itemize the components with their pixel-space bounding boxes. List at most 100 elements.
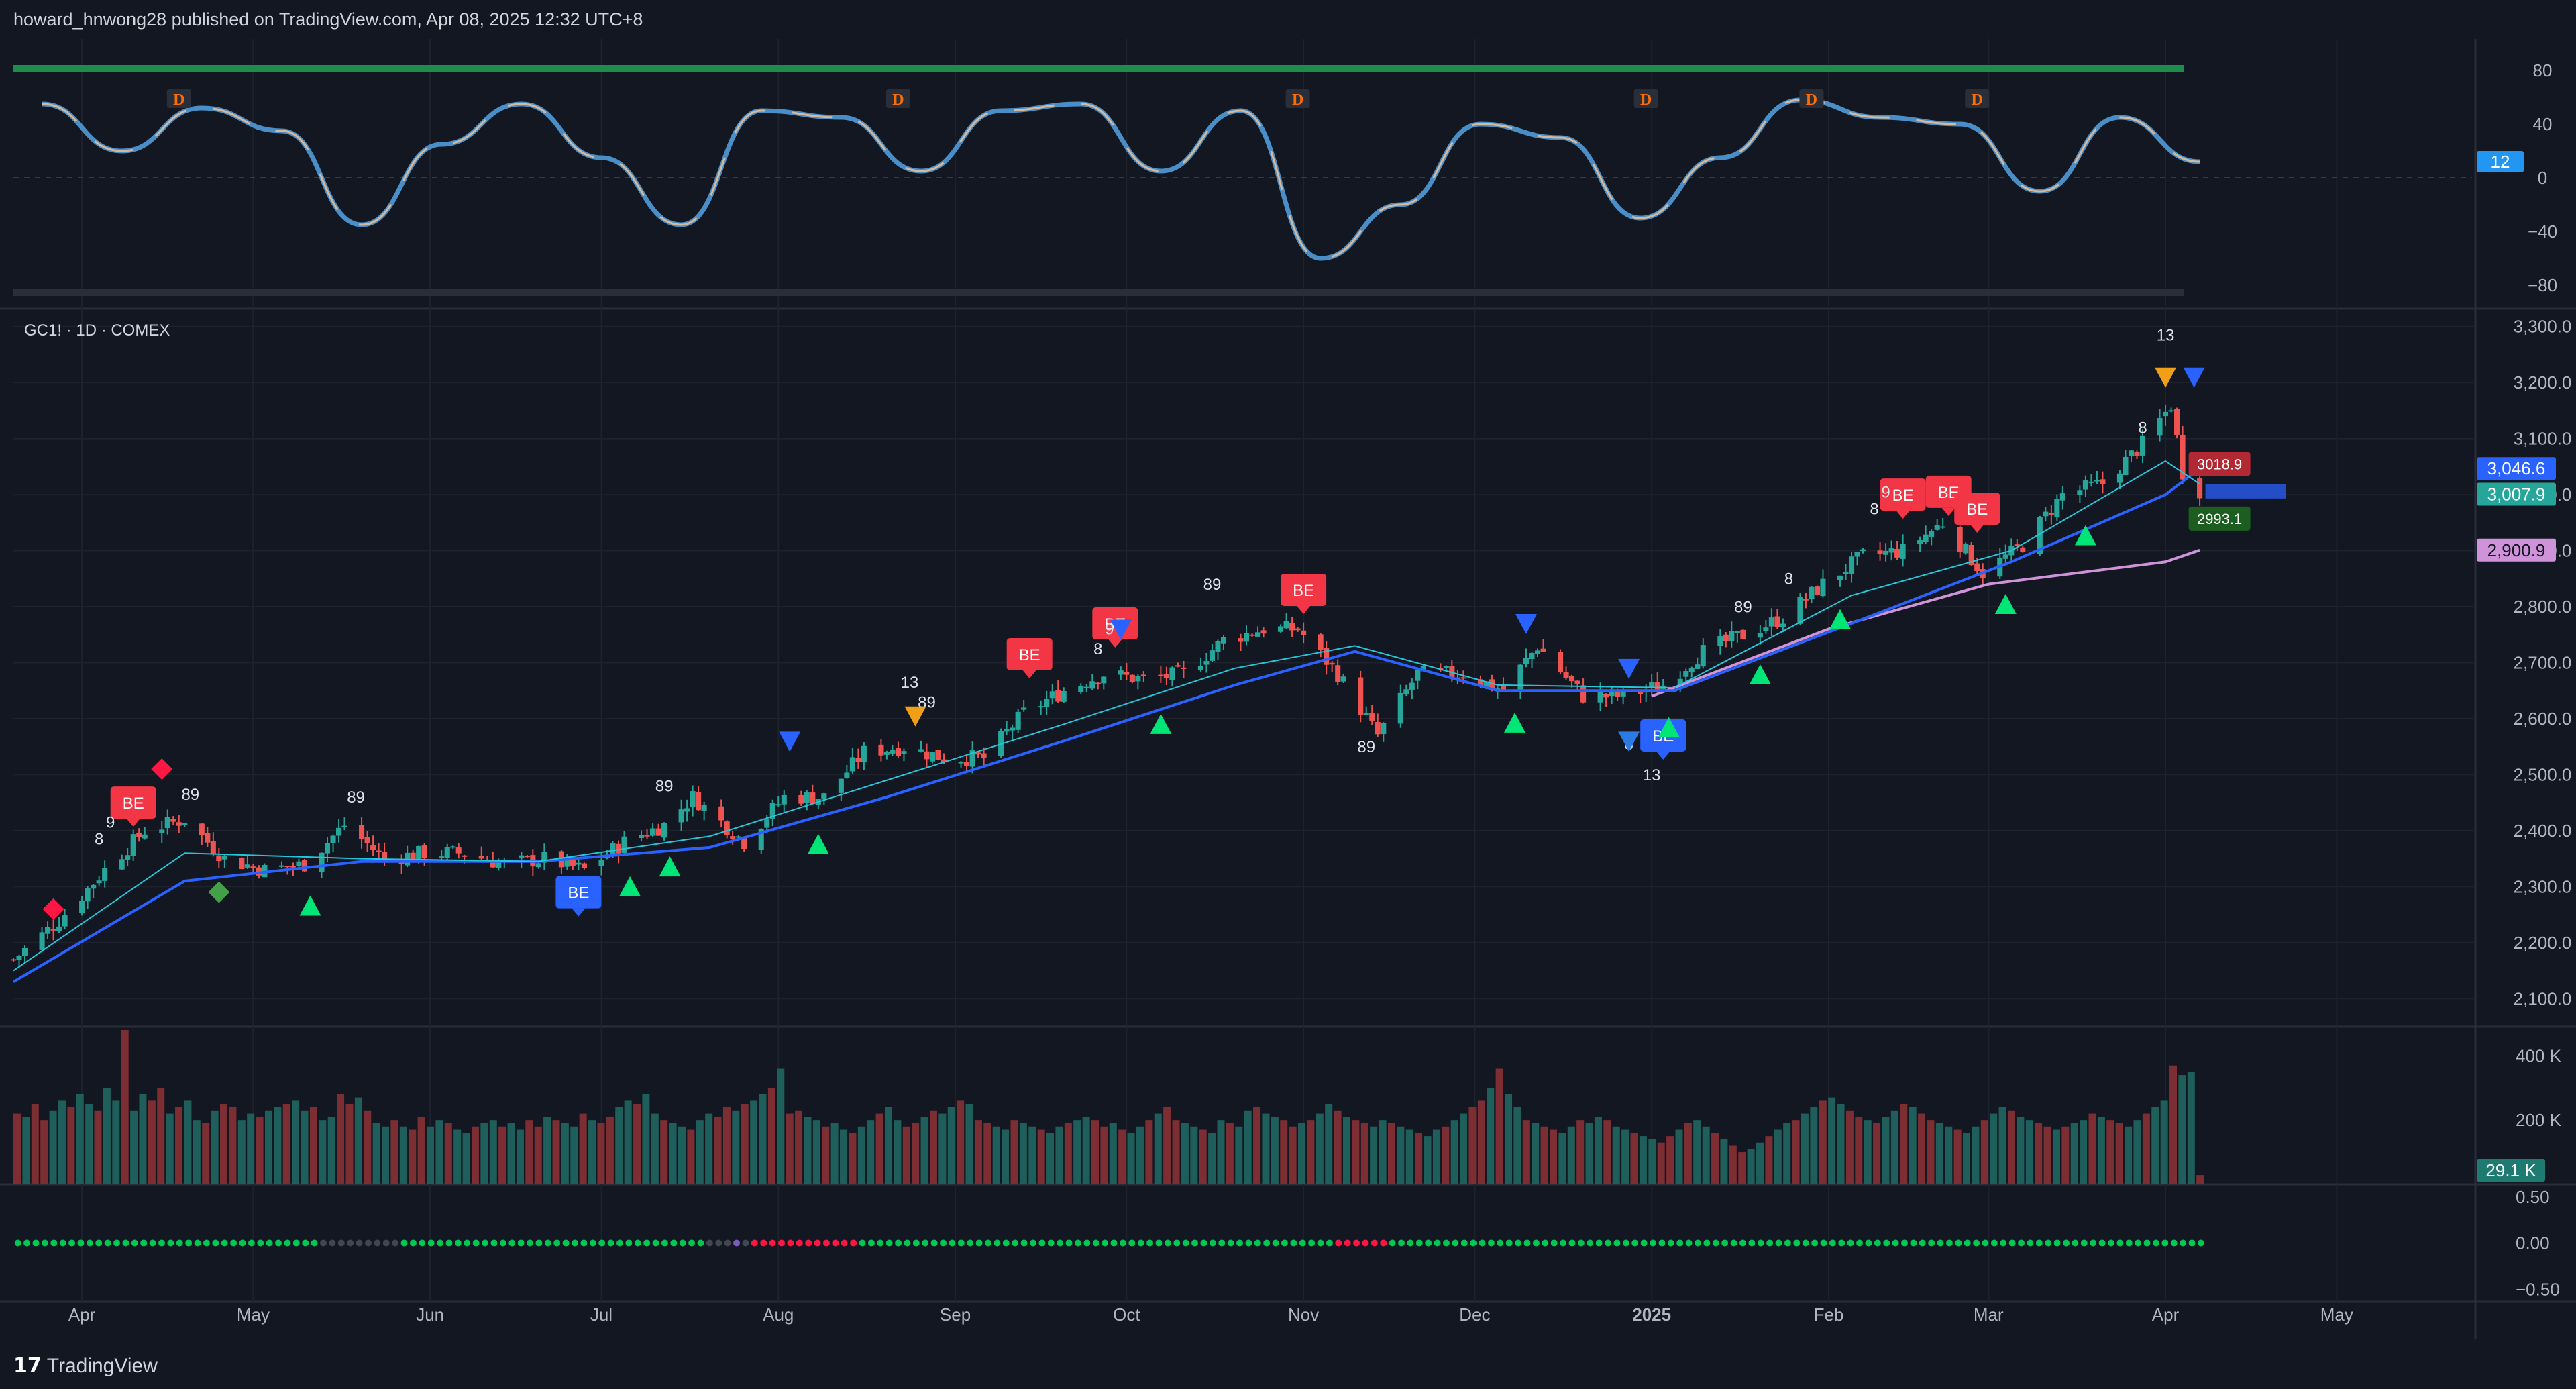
candle-body[interactable] xyxy=(1358,677,1364,715)
candle-body[interactable] xyxy=(301,860,308,872)
candle-body[interactable] xyxy=(929,752,936,762)
candle-body[interactable] xyxy=(1814,586,1821,595)
candle-body[interactable] xyxy=(1688,668,1695,672)
candle-body[interactable] xyxy=(581,863,587,868)
candle-body[interactable] xyxy=(924,751,930,760)
sma-fast-line[interactable] xyxy=(12,467,2201,983)
candle-body[interactable] xyxy=(610,843,616,856)
candle-body[interactable] xyxy=(1181,667,1187,670)
candle-body[interactable] xyxy=(650,828,656,836)
candle-body[interactable] xyxy=(1723,634,1729,641)
candle-body[interactable] xyxy=(1860,549,1866,552)
candle-body[interactable] xyxy=(335,827,342,836)
candle-body[interactable] xyxy=(1249,634,1255,636)
candle-body[interactable] xyxy=(1318,634,1324,650)
volume-pane[interactable] xyxy=(13,1030,2204,1184)
candle-body[interactable] xyxy=(1477,679,1483,686)
candle-body[interactable] xyxy=(142,834,148,839)
buy-signal-triangle[interactable] xyxy=(1994,594,2017,615)
candle-body[interactable] xyxy=(136,832,142,837)
be-badge[interactable] xyxy=(110,786,156,819)
candle-body[interactable] xyxy=(221,856,227,860)
candle-body[interactable] xyxy=(1397,692,1403,724)
ema-line[interactable] xyxy=(13,460,2200,972)
sell-signal-triangle[interactable] xyxy=(1618,658,1640,679)
candle-body[interactable] xyxy=(1580,685,1587,703)
buy-signal-triangle[interactable] xyxy=(1829,609,1851,629)
candle-body[interactable] xyxy=(1894,548,1900,558)
candle-body[interactable] xyxy=(1638,692,1644,694)
candle-body[interactable] xyxy=(21,947,28,956)
candle-body[interactable] xyxy=(370,845,376,850)
candle-body[interactable] xyxy=(941,759,947,763)
candle-body[interactable] xyxy=(176,822,182,826)
candle-body[interactable] xyxy=(2197,478,2203,499)
candle-body[interactable] xyxy=(159,829,165,834)
candle-body[interactable] xyxy=(2088,481,2094,483)
candle-body[interactable] xyxy=(382,852,388,859)
candle-body[interactable] xyxy=(1283,621,1289,629)
candle-body[interactable] xyxy=(1574,680,1580,684)
candle-body[interactable] xyxy=(1255,632,1261,637)
candle-body[interactable] xyxy=(1820,578,1826,597)
candle-body[interactable] xyxy=(684,808,690,812)
breadth-pane[interactable] xyxy=(14,1239,2204,1247)
candle-body[interactable] xyxy=(1295,628,1301,631)
candle-body[interactable] xyxy=(1197,666,1203,670)
candle-body[interactable] xyxy=(250,866,256,868)
candle-body[interactable] xyxy=(1375,722,1381,735)
candle-body[interactable] xyxy=(1061,690,1067,702)
candle-body[interactable] xyxy=(455,847,462,854)
sell-signal-triangle[interactable] xyxy=(1515,614,1537,635)
candle-body[interactable] xyxy=(644,835,650,837)
candle-body[interactable] xyxy=(1015,711,1021,730)
candle-body[interactable] xyxy=(1700,645,1706,667)
oscillator-line[interactable] xyxy=(42,97,2200,261)
candle-body[interactable] xyxy=(615,843,622,854)
candle-body[interactable] xyxy=(376,850,382,852)
candle-body[interactable] xyxy=(1597,692,1603,703)
candle-body[interactable] xyxy=(1917,540,1923,544)
candle-body[interactable] xyxy=(1768,617,1774,627)
buy-signal-triangle[interactable] xyxy=(1503,712,1525,733)
candle-body[interactable] xyxy=(1243,633,1250,642)
candle-body[interactable] xyxy=(2100,479,2106,484)
candle-body[interactable] xyxy=(1209,650,1216,661)
candle-body[interactable] xyxy=(290,866,297,868)
buy-signal-triangle[interactable] xyxy=(1749,664,1771,684)
candle-body[interactable] xyxy=(2014,544,2020,546)
candle-body[interactable] xyxy=(1078,685,1084,692)
candle-body[interactable] xyxy=(1004,729,1010,732)
sell-signal-triangle[interactable] xyxy=(2183,367,2205,388)
candle-body[interactable] xyxy=(735,836,741,838)
candle-body[interactable] xyxy=(1083,686,1089,688)
candle-body[interactable] xyxy=(1289,623,1295,631)
candle-body[interactable] xyxy=(2116,473,2123,483)
candle-body[interactable] xyxy=(324,843,331,854)
tradingview-brand[interactable]: 𝟭𝟳 TradingView xyxy=(13,1354,158,1378)
candle-body[interactable] xyxy=(1558,652,1564,673)
candle-body[interactable] xyxy=(2157,418,2163,436)
candle-body[interactable] xyxy=(130,834,136,856)
candle-body[interactable] xyxy=(964,762,970,766)
candle-body[interactable] xyxy=(638,835,645,838)
candle-body[interactable] xyxy=(1963,543,1969,554)
be-badge[interactable] xyxy=(1880,478,1926,511)
candle-body[interactable] xyxy=(1529,653,1535,660)
candle-body[interactable] xyxy=(1489,679,1495,690)
candle-body[interactable] xyxy=(1278,626,1284,632)
candle-body[interactable] xyxy=(1129,674,1135,682)
candle-body[interactable] xyxy=(91,884,97,889)
candle-body[interactable] xyxy=(1929,531,1935,537)
candle-body[interactable] xyxy=(918,749,924,752)
candle-body[interactable] xyxy=(1774,616,1780,627)
candle-body[interactable] xyxy=(1238,638,1244,642)
candle-body[interactable] xyxy=(10,959,17,961)
candle-body[interactable] xyxy=(319,852,325,872)
candle-body[interactable] xyxy=(2054,499,2060,518)
candle-body[interactable] xyxy=(1968,544,1974,566)
buy-signal-triangle[interactable] xyxy=(2074,525,2096,546)
candle-body[interactable] xyxy=(724,821,730,835)
candle-body[interactable] xyxy=(439,856,445,858)
candle-body[interactable] xyxy=(2168,410,2174,412)
